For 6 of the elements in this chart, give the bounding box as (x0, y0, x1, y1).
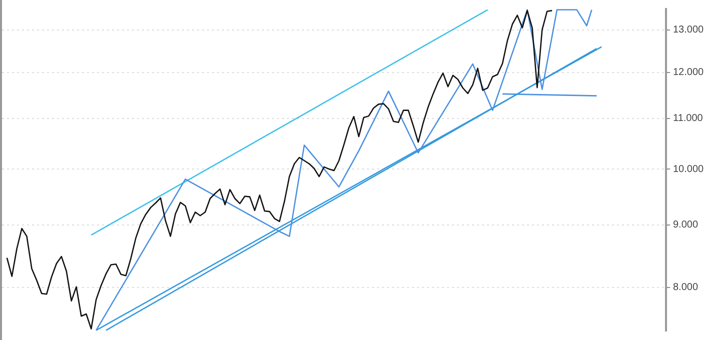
y-tick-label: 9.000 (673, 220, 698, 231)
y-tick-label: 10.000 (673, 164, 704, 175)
y-tick-label: 13.000 (673, 24, 704, 36)
y-tick-label: 8.000 (673, 282, 698, 294)
y-tick-label: 12.000 (673, 67, 704, 78)
y-tick-label: 11.000 (673, 113, 704, 124)
